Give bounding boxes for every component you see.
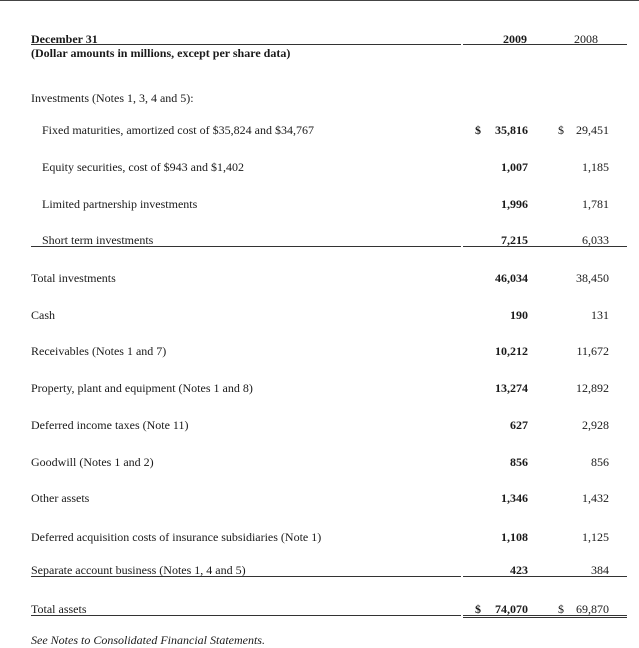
column-header-2009: 2009 [503,32,527,46]
value-2008: 38,450 [576,271,609,285]
value-2009: 13,274 [495,381,528,395]
value-2008: 1,125 [582,530,609,544]
top-border [0,0,639,1]
table-row: Equity securities, cost of $943 and $1,4… [0,160,639,176]
table-row: Fixed maturities, amortized cost of $35,… [0,123,639,139]
value-2009: 46,034 [495,271,528,285]
row-label: Total assets [31,602,87,616]
row-label: Separate account business (Notes 1, 4 an… [31,563,246,577]
value-2009: 190 [510,308,528,322]
value-2009: 423 [510,563,528,577]
value-2009: 1,007 [501,160,528,174]
value-2008: 69,870 [576,602,609,616]
total-double-rule [463,615,627,618]
table-row: Other assets 1,346 1,432 [0,491,639,507]
subtotal-rule [31,576,461,577]
currency-symbol: $ [475,123,481,137]
table-row: Separate account business (Notes 1, 4 an… [0,563,639,579]
row-label: Goodwill (Notes 1 and 2) [31,455,154,469]
subtotal-rule [31,246,461,247]
value-2009: 1,996 [501,197,528,211]
period-label: December 31 [31,32,98,46]
value-2009: 627 [510,418,528,432]
value-2009: 7,215 [501,233,528,247]
value-2008: 11,672 [576,344,609,358]
table-row: Receivables (Notes 1 and 7) 10,212 11,67… [0,344,639,360]
row-label: Other assets [31,491,90,505]
value-2008: 856 [591,455,609,469]
table-row: Short term investments 7,215 6,033 [0,233,639,249]
subtotal-rule-values [463,576,627,577]
value-2009: 35,816 [495,123,528,137]
value-2008: 12,892 [576,381,609,395]
row-label: Property, plant and equipment (Notes 1 a… [31,381,253,395]
value-2009: 74,070 [495,602,528,616]
total-rule [31,615,461,616]
value-2008: 1,185 [582,160,609,174]
value-2008: 1,432 [582,491,609,505]
total-investments-row: Total investments 46,034 38,450 [0,271,639,287]
row-label: Limited partnership investments [42,197,198,211]
total-assets-row: Total assets $ 74,070 $ 69,870 [0,602,639,618]
investments-section-label: Investments (Notes 1, 3, 4 and 5): [31,91,194,105]
subtotal-rule-values [463,246,627,247]
table-row: Property, plant and equipment (Notes 1 a… [0,381,639,397]
value-2008: 1,781 [582,197,609,211]
table-row: Limited partnership investments 1,996 1,… [0,197,639,213]
currency-symbol: $ [558,123,564,137]
value-2009: 10,212 [495,344,528,358]
table-row: Deferred income taxes (Note 11) 627 2,92… [0,418,639,434]
row-label: Short term investments [42,233,154,247]
column-header-2008: 2008 [574,32,598,46]
value-2008: 131 [591,308,609,322]
row-label: Equity securities, cost of $943 and $1,4… [42,160,244,174]
header-divider [31,44,461,45]
row-label: Cash [31,308,55,322]
table-row: Cash 190 131 [0,308,639,324]
row-label: Deferred income taxes (Note 11) [31,418,189,432]
value-2008: 6,033 [582,233,609,247]
value-2008: 2,928 [582,418,609,432]
value-2009: 856 [510,455,528,469]
footnote: See Notes to Consolidated Financial Stat… [31,633,265,647]
currency-symbol: $ [558,602,564,616]
units-label: (Dollar amounts in millions, except per … [31,46,291,60]
value-2008: 384 [591,563,609,577]
value-2009: 1,108 [501,530,528,544]
row-label: Deferred acquisition costs of insurance … [31,530,322,544]
row-label: Fixed maturities, amortized cost of $35,… [42,123,314,137]
row-label: Receivables (Notes 1 and 7) [31,344,167,358]
table-row: Goodwill (Notes 1 and 2) 856 856 [0,455,639,471]
table-row: Deferred acquisition costs of insurance … [0,530,639,546]
value-2008: 29,451 [576,123,609,137]
value-2009: 1,346 [501,491,528,505]
row-label: Total investments [31,271,116,285]
header-divider-values [463,44,627,45]
currency-symbol: $ [475,602,481,616]
